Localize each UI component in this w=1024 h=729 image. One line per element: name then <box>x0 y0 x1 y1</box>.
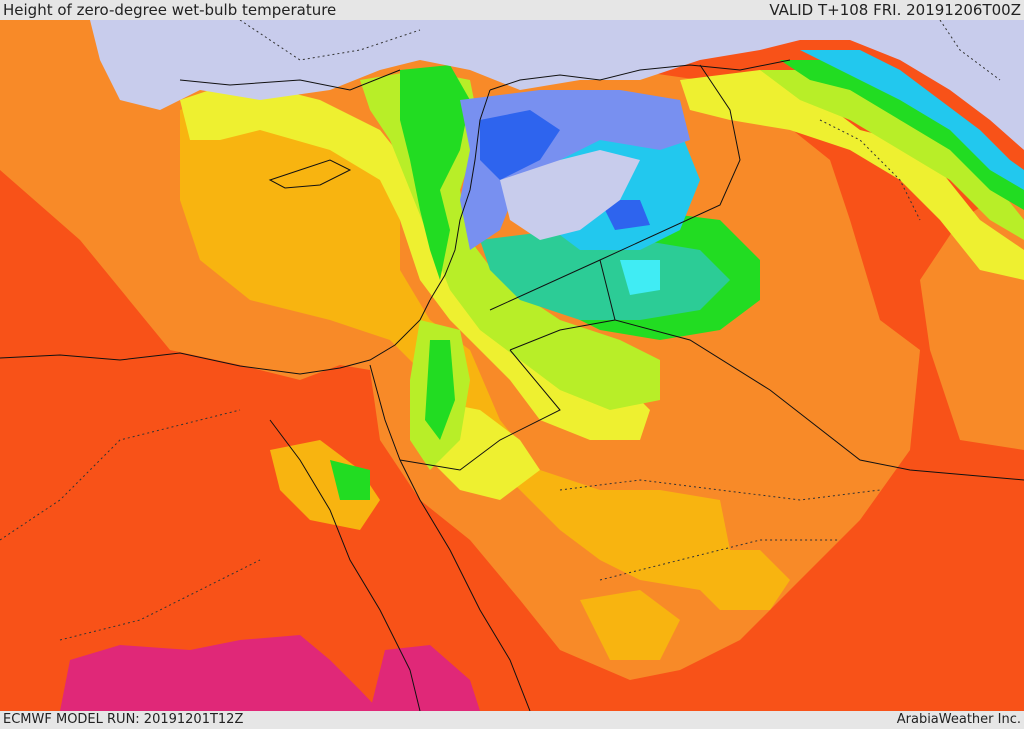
cyprus <box>268 159 352 189</box>
model-run: ECMWF MODEL RUN: 20191201T12Z <box>3 712 244 727</box>
dotted-boundary-6 <box>239 20 421 61</box>
field-teal <box>480 230 730 320</box>
field-blue-dark-2 <box>600 200 650 230</box>
border-egypt-israel <box>369 364 401 461</box>
field-yellow-east <box>680 70 1024 280</box>
field-green-4 <box>330 460 370 500</box>
field-cyan-light <box>620 260 660 295</box>
admin-boundaries <box>0 20 1001 641</box>
field-blue-dark <box>480 110 560 180</box>
field-magenta <box>60 635 380 711</box>
red-sea-coast-west <box>269 419 421 711</box>
dotted-boundary-7 <box>939 20 1001 81</box>
coastlines <box>0 59 1024 711</box>
red-sea-coast-east <box>399 459 531 711</box>
turkey-south-coast <box>489 59 791 91</box>
field-sea-cold <box>90 20 1024 150</box>
footer-bar: ECMWF MODEL RUN: 20191201T12Z ArabiaWeat… <box>0 711 1024 729</box>
levant-coast <box>429 89 491 301</box>
mediterranean-south-coast <box>0 299 431 375</box>
dotted-boundary-4 <box>599 539 840 581</box>
field-green-east <box>780 60 1024 210</box>
field-green-3 <box>425 340 455 440</box>
forecast-map <box>0 20 1024 711</box>
valid-time: VALID T+108 FRI. 20191206T00Z <box>769 1 1021 19</box>
dotted-boundary-2 <box>59 559 261 641</box>
field-magenta-2 <box>370 645 480 711</box>
field-amber-3 <box>690 550 790 610</box>
border-jordan-iraq <box>509 319 616 351</box>
map-title: Height of zero-degree wet-bulb temperatu… <box>3 1 337 19</box>
field-green <box>400 65 470 280</box>
header-bar: Height of zero-degree wet-bulb temperatu… <box>0 0 1024 20</box>
field-cyan-east <box>800 50 1024 190</box>
egypt-north-shore <box>179 69 401 91</box>
border-iraq-syria <box>489 64 741 311</box>
border-jordan-saudi <box>399 349 561 471</box>
credit: ArabiaWeather Inc. <box>896 712 1021 727</box>
field-amber-2 <box>270 440 380 530</box>
field-amber-4 <box>580 590 680 660</box>
field-lime-east <box>760 70 1024 240</box>
dotted-boundary-1 <box>0 409 241 541</box>
field-sea-cold-2 <box>500 150 640 240</box>
dotted-boundary-3 <box>559 479 881 501</box>
